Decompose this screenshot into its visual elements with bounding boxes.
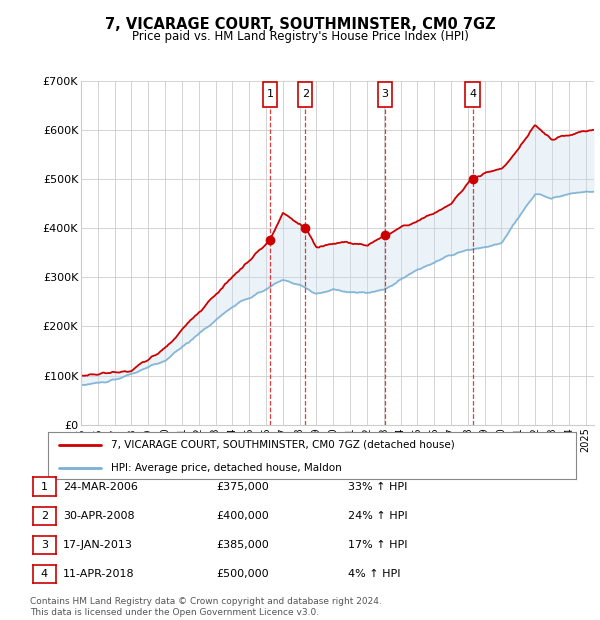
Text: Contains HM Land Registry data © Crown copyright and database right 2024.
This d: Contains HM Land Registry data © Crown c… [30,598,382,617]
Text: 4: 4 [469,89,476,99]
Text: 7, VICARAGE COURT, SOUTHMINSTER, CM0 7GZ (detached house): 7, VICARAGE COURT, SOUTHMINSTER, CM0 7GZ… [112,440,455,450]
Text: 33% ↑ HPI: 33% ↑ HPI [348,482,407,492]
Text: £400,000: £400,000 [216,511,269,521]
Text: 4: 4 [41,569,48,579]
Text: Price paid vs. HM Land Registry's House Price Index (HPI): Price paid vs. HM Land Registry's House … [131,30,469,43]
Bar [466,82,479,107]
Text: 4% ↑ HPI: 4% ↑ HPI [348,569,401,579]
Text: 17-JAN-2013: 17-JAN-2013 [63,540,133,550]
Text: 2: 2 [41,511,48,521]
Text: 7, VICARAGE COURT, SOUTHMINSTER, CM0 7GZ: 7, VICARAGE COURT, SOUTHMINSTER, CM0 7GZ [104,17,496,32]
Bar [298,82,312,107]
Text: 3: 3 [41,540,48,550]
Text: 24% ↑ HPI: 24% ↑ HPI [348,511,407,521]
Text: £500,000: £500,000 [216,569,269,579]
Bar [377,82,392,107]
Text: £375,000: £375,000 [216,482,269,492]
Text: £385,000: £385,000 [216,540,269,550]
Text: 1: 1 [266,89,274,99]
Text: 3: 3 [381,89,388,99]
Text: 1: 1 [41,482,48,492]
Text: 24-MAR-2006: 24-MAR-2006 [63,482,138,492]
Text: 17% ↑ HPI: 17% ↑ HPI [348,540,407,550]
Text: 11-APR-2018: 11-APR-2018 [63,569,134,579]
Text: 2: 2 [302,89,309,99]
Text: 30-APR-2008: 30-APR-2008 [63,511,134,521]
Text: HPI: Average price, detached house, Maldon: HPI: Average price, detached house, Mald… [112,463,342,473]
Bar [263,82,277,107]
